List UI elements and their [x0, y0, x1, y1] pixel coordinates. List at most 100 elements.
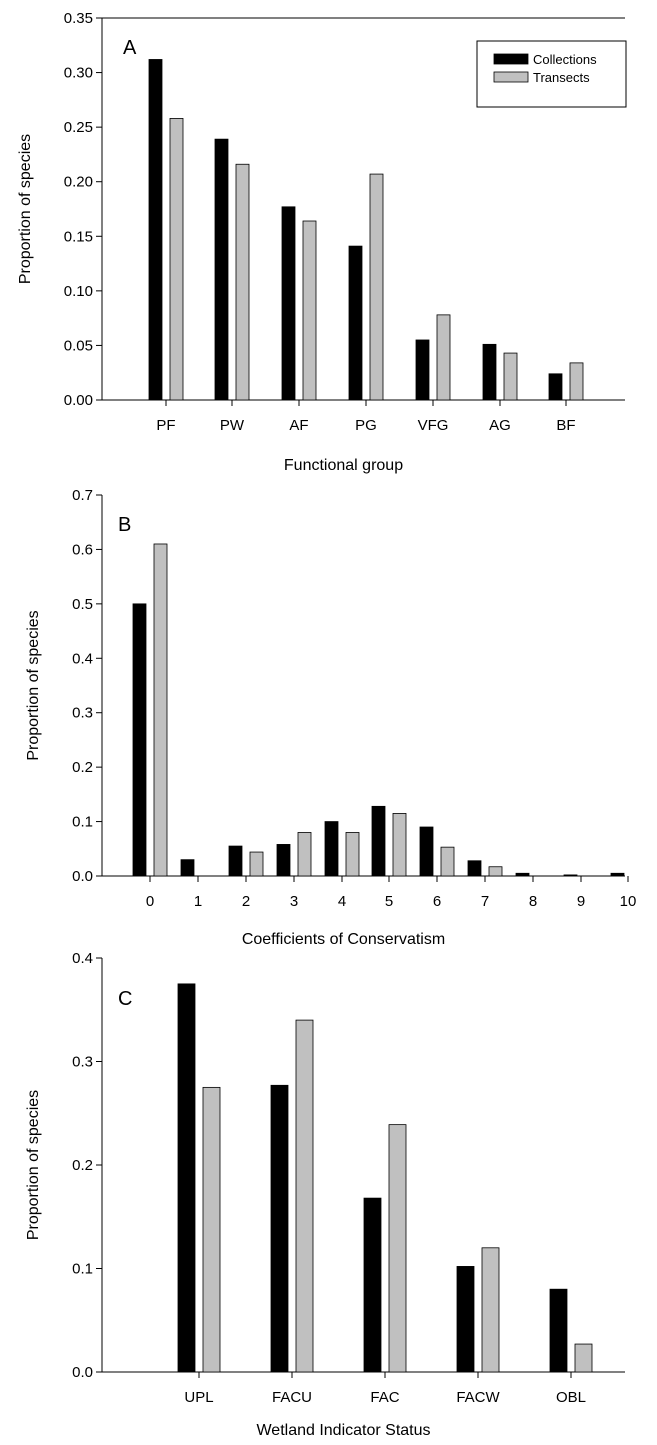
bar-transects-facw [481, 1247, 500, 1373]
legend: Collections Transects [476, 40, 627, 108]
y-tick-label: 0.6 [72, 541, 93, 558]
y-axis-title: Proportion of species [17, 134, 34, 284]
bar-transects-upl [202, 1086, 221, 1373]
bar-collections-5 [371, 805, 386, 877]
bar-collections-pg [348, 245, 363, 401]
x-tick-label: VFG [418, 417, 449, 434]
y-tick-label: 0.2 [72, 759, 93, 776]
bar-collections-facw [456, 1266, 475, 1373]
bar-collections-10 [610, 872, 625, 877]
bar-transects-fac [388, 1124, 407, 1373]
x-axis-title: Functional group [284, 457, 403, 474]
bar-collections-3 [276, 844, 291, 877]
bar-collections-fac [363, 1197, 382, 1373]
y-axis-title: Proportion of species [25, 610, 42, 760]
bar-collections-pw [214, 138, 229, 401]
x-tick-label: PG [355, 417, 377, 434]
y-tick-label: 0.10 [64, 283, 93, 300]
y-tick-label: 0.2 [72, 1157, 93, 1174]
x-tick-label: PW [220, 417, 245, 434]
bar-collections-af [281, 206, 296, 401]
y-tick-label: 0.0 [72, 868, 93, 885]
bar-transects-pw [235, 163, 250, 401]
y-tick-label: 0.30 [64, 65, 93, 82]
chart-panel-c: 0.0 0.1 0.2 0.3 0.4 UPL FACU FAC FACW OBL C Wetland… [25, 950, 625, 1439]
x-axis-title: Coefficients of Conservatism [242, 931, 445, 948]
bar-transects-vfg [436, 314, 451, 401]
bar-collections-facu [270, 1084, 289, 1373]
bar-transects-bf [569, 362, 584, 401]
bar-collections-obl [549, 1288, 568, 1373]
x-tick-label: OBL [556, 1389, 586, 1406]
bar-transects-ag [503, 352, 518, 401]
panel-letter: C [118, 988, 132, 1010]
x-tick-label: 2 [242, 893, 250, 910]
bar-collections-9 [563, 874, 578, 877]
bar-transects-3 [297, 832, 312, 877]
y-tick-label: 0.7 [72, 487, 93, 504]
y-tick-label: 0.4 [72, 950, 93, 967]
y-axis-title: Proportion of species [25, 1090, 42, 1240]
bar-transects-5 [392, 813, 407, 877]
x-tick-label: PF [156, 417, 175, 434]
bar-collections-0 [132, 603, 147, 877]
x-tick-label: BF [556, 417, 575, 434]
x-tick-label: FAC [370, 1389, 399, 1406]
bar-collections-bf [548, 373, 563, 401]
legend-label: Collections [533, 52, 597, 67]
legend-box [476, 40, 627, 108]
x-tick-label: UPL [184, 1389, 213, 1406]
x-tick-label: 5 [385, 893, 393, 910]
bar-collections-8 [515, 872, 530, 877]
x-tick-label: AF [289, 417, 308, 434]
bar-collections-4 [324, 821, 339, 877]
x-tick-label: AG [489, 417, 511, 434]
x-tick-label: 1 [194, 893, 202, 910]
bar-transects-pf [169, 118, 184, 401]
y-tick-label: 0.5 [72, 596, 93, 613]
x-tick-label: 6 [433, 893, 441, 910]
bar-collections-vfg [415, 339, 430, 401]
bar-transects-2 [249, 851, 264, 877]
bar-collections-ag [482, 343, 497, 401]
y-tick-label: 0.25 [64, 119, 93, 136]
y-tick-label: 0.35 [64, 10, 93, 27]
bar-transects-6 [440, 846, 455, 877]
bar-collections-upl [177, 983, 196, 1373]
legend-swatch [493, 71, 529, 83]
y-tick-label: 0.1 [72, 814, 93, 831]
y-tick-label: 0.15 [64, 228, 93, 245]
bar-collections-7 [467, 860, 482, 877]
y-tick-label: 0.1 [72, 1261, 93, 1278]
y-tick-label: 0.4 [72, 650, 93, 667]
x-tick-label: 4 [338, 893, 346, 910]
x-tick-label: FACW [456, 1389, 500, 1406]
bar-collections-1 [180, 859, 195, 877]
bar-collections-6 [419, 826, 434, 877]
x-tick-label: 10 [620, 893, 637, 910]
y-tick-label: 0.20 [64, 174, 93, 191]
x-tick-label: 8 [529, 893, 537, 910]
y-tick-label: 0.00 [64, 392, 93, 409]
y-tick-label: 0.3 [72, 705, 93, 722]
chart-panel-a: 0.00 0.05 0.10 0.15 0.20 0.25 0.30 0.35 PF PW AF PG… [17, 10, 627, 474]
x-tick-label: 0 [146, 893, 154, 910]
bar-transects-facu [295, 1019, 314, 1373]
panel-letter: A [123, 37, 137, 59]
x-tick-label: 7 [481, 893, 489, 910]
bar-transects-0 [153, 543, 168, 877]
x-tick-label: FACU [272, 1389, 312, 1406]
x-tick-label: 9 [577, 893, 585, 910]
bar-transects-4 [345, 832, 360, 877]
bar-collections-pf [148, 59, 163, 401]
chart-panel-b: 0.0 0.1 0.2 0.3 0.4 0.5 0.6 0.7 0 1 2 3 4 5 6 7 8 9 10 B Coe… [25, 487, 636, 948]
y-tick-label: 0.0 [72, 1364, 93, 1381]
y-tick-label: 0.05 [64, 337, 93, 354]
x-axis-title: Wetland Indicator Status [256, 1422, 430, 1439]
panel-letter: B [118, 514, 131, 536]
x-tick-label: 3 [290, 893, 298, 910]
bar-transects-7 [488, 866, 503, 877]
bar-transects-pg [369, 173, 384, 401]
bar-transects-obl [574, 1343, 593, 1373]
